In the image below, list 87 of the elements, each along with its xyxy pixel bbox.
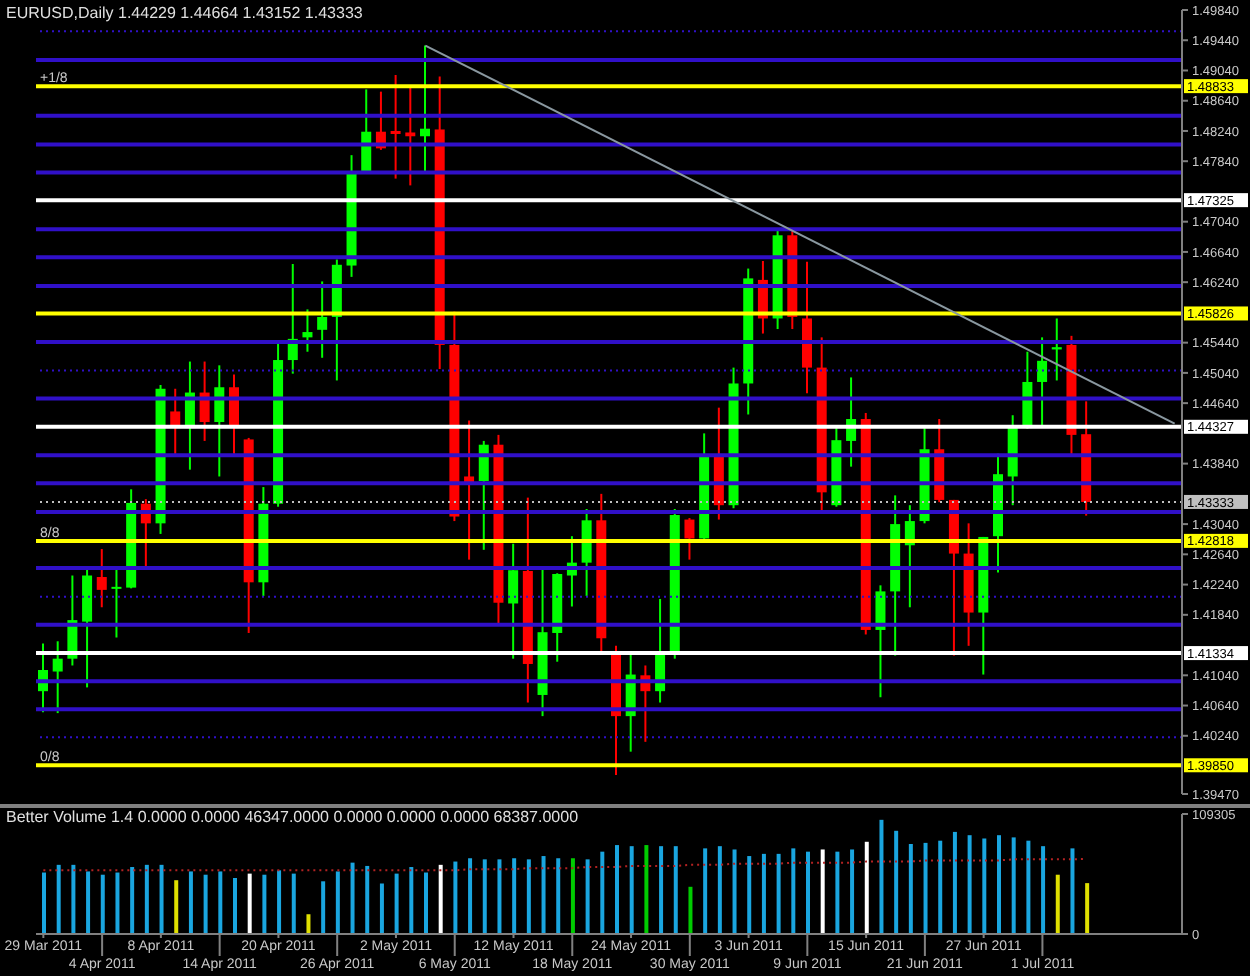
- bar: [850, 849, 855, 934]
- candlestick: [82, 567, 93, 689]
- candlestick: [508, 542, 519, 660]
- bar: [629, 846, 634, 934]
- bar: [526, 859, 531, 934]
- bar: [468, 858, 473, 934]
- bar: [1026, 840, 1031, 934]
- bar: [585, 859, 590, 934]
- bar: [100, 874, 105, 934]
- bar: [115, 872, 120, 934]
- bar: [365, 865, 370, 934]
- bar: [42, 872, 46, 934]
- bar: [453, 861, 458, 934]
- bar: [203, 874, 208, 934]
- bar: [438, 864, 443, 934]
- candlestick: [96, 548, 107, 609]
- bar: [1085, 883, 1090, 934]
- bar: [1055, 874, 1060, 934]
- candlestick: [52, 640, 63, 715]
- bar: [174, 880, 179, 934]
- bar: [56, 864, 61, 934]
- bar: [835, 851, 840, 934]
- bar: [864, 841, 869, 934]
- bar: [659, 846, 664, 934]
- bar: [673, 846, 678, 934]
- bar: [1070, 848, 1075, 934]
- bar: [144, 864, 149, 934]
- bar: [321, 881, 326, 934]
- bar: [761, 853, 766, 934]
- bar: [879, 819, 884, 934]
- candlestick: [317, 280, 328, 359]
- bar: [644, 845, 649, 934]
- bar: [277, 870, 282, 934]
- candlestick: [405, 84, 416, 187]
- bar: [997, 835, 1001, 934]
- bar: [703, 848, 708, 934]
- candlestick: [684, 517, 695, 561]
- candlestick: [390, 74, 401, 180]
- bar: [233, 878, 237, 934]
- bar: [497, 859, 502, 934]
- bar: [570, 858, 575, 934]
- bar: [350, 862, 355, 934]
- bar: [159, 864, 164, 934]
- bar: [71, 864, 76, 934]
- candlestick: [111, 567, 122, 639]
- bar: [982, 838, 987, 934]
- bar: [806, 851, 810, 934]
- bar: [541, 856, 546, 934]
- bar: [894, 830, 899, 934]
- bar: [952, 831, 957, 934]
- bar: [923, 842, 928, 934]
- bar: [908, 843, 913, 934]
- bar: [291, 873, 296, 934]
- bar: [967, 835, 972, 934]
- bar: [776, 853, 781, 934]
- candlestick: [420, 44, 430, 173]
- bar: [512, 858, 517, 934]
- bar: [1041, 846, 1046, 934]
- bar: [556, 858, 561, 934]
- candlestick: [1037, 336, 1048, 427]
- bar: [688, 886, 693, 934]
- bar: [379, 883, 384, 934]
- bar: [262, 874, 267, 934]
- bar: [188, 871, 193, 934]
- bar: [218, 871, 223, 934]
- bar: [600, 851, 605, 934]
- bar: [938, 840, 943, 934]
- bar: [335, 871, 340, 934]
- bar: [820, 849, 825, 934]
- chart-title: Better Volume 1.4 0.0000 0.0000 46347.0000 0.0000 0.0000 0.0000 68387.0000: [6, 808, 579, 828]
- bar: [130, 867, 135, 934]
- bar: [424, 872, 428, 934]
- bar: [732, 849, 737, 934]
- bar: [394, 873, 399, 934]
- bar: [747, 856, 752, 934]
- bar: [482, 859, 487, 934]
- bar: [791, 848, 796, 934]
- candlestick: [302, 308, 313, 353]
- candlestick: [581, 507, 592, 597]
- bar: [306, 914, 311, 934]
- bar: [615, 845, 619, 934]
- bar: [409, 867, 414, 934]
- bar: [1011, 837, 1016, 934]
- bar: [86, 871, 91, 934]
- chart-title: EURUSD,Daily 1.44229 1.44664 1.43152 1.43333: [6, 4, 363, 24]
- bar: [247, 873, 252, 934]
- bar: [717, 846, 722, 934]
